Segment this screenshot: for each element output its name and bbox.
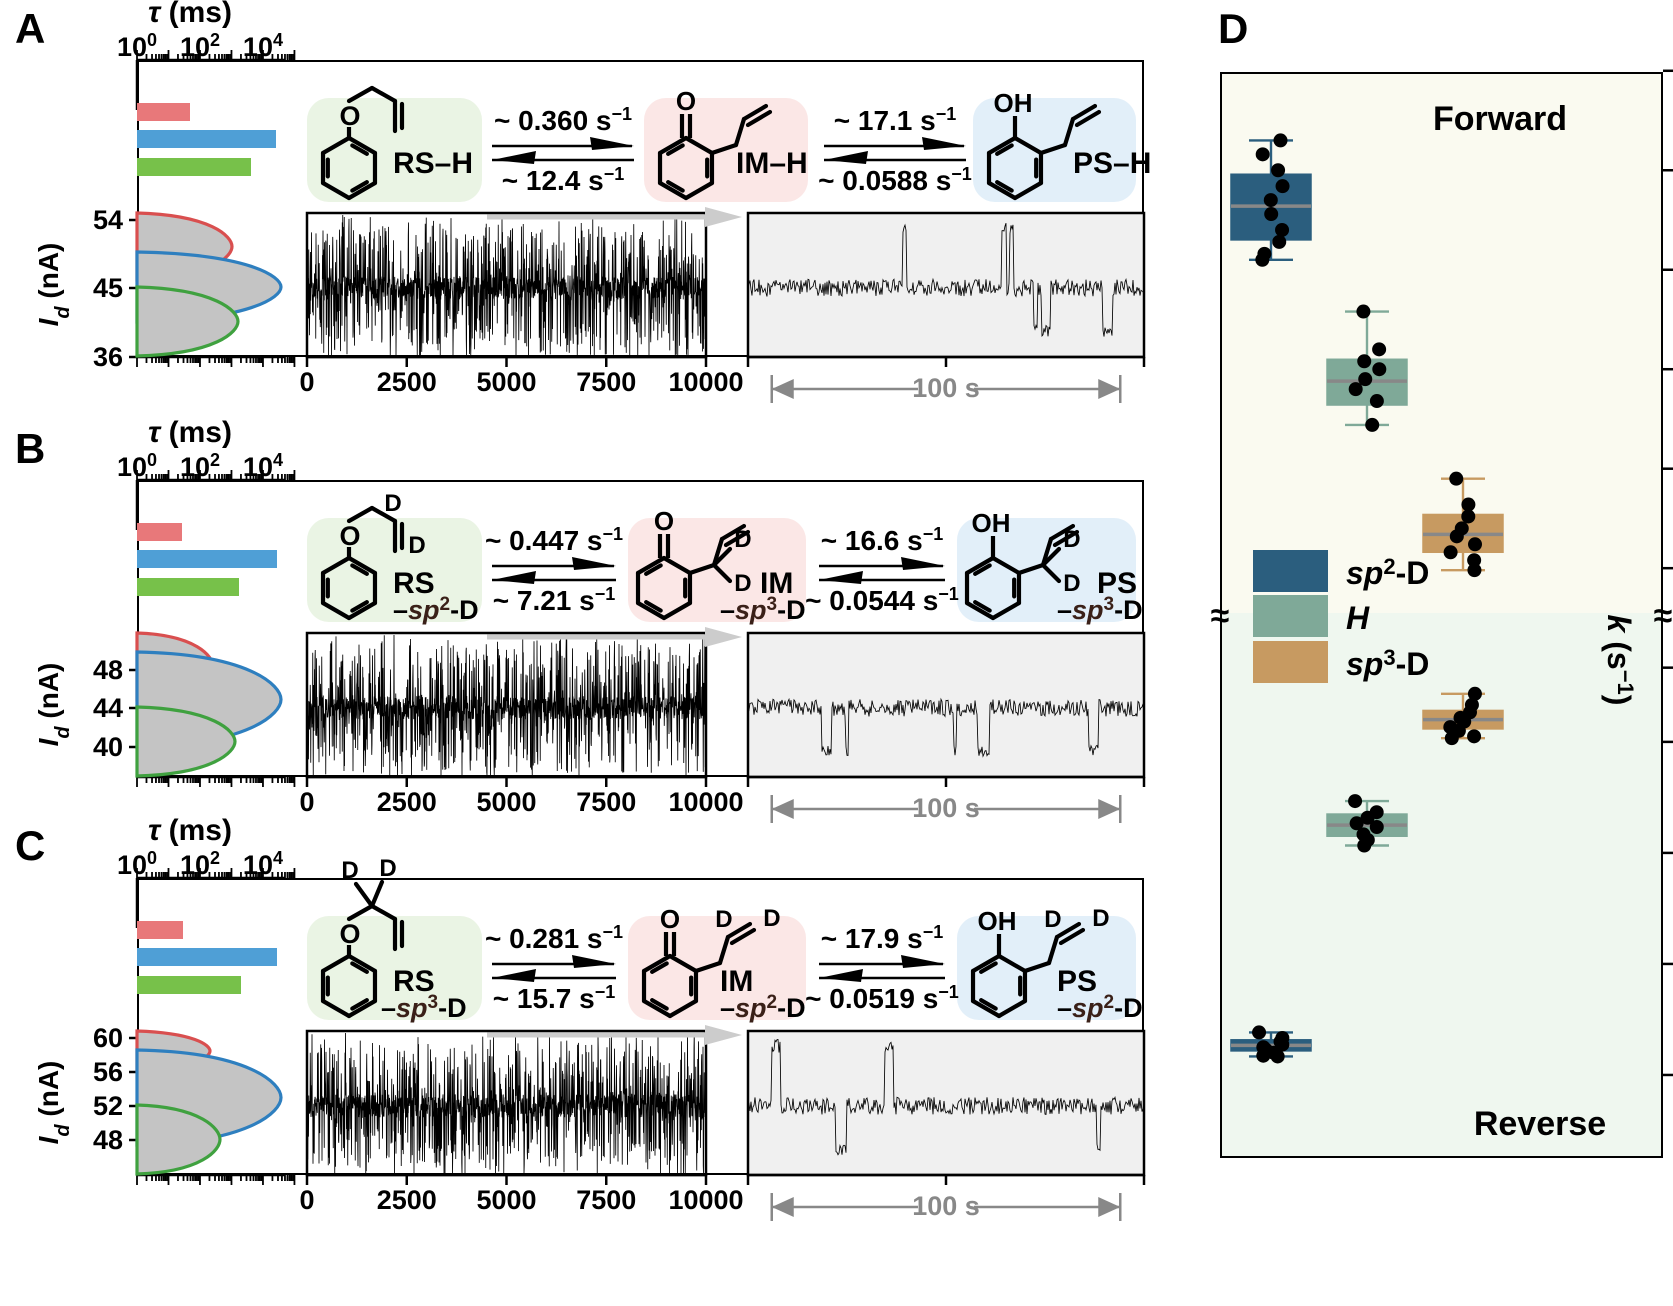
svg-text:sp3-D: sp3-D xyxy=(1346,645,1429,682)
svg-text:Reverse: Reverse xyxy=(1474,1105,1606,1143)
svg-text:≈: ≈ xyxy=(1654,597,1673,635)
svg-text:≈: ≈ xyxy=(1211,597,1230,635)
svg-text:sp2-D: sp2-D xyxy=(1346,554,1429,591)
svg-text:H: H xyxy=(1346,600,1370,636)
svg-text:k (s−1): k (s−1) xyxy=(1601,615,1638,706)
svg-text:Forward: Forward xyxy=(1433,100,1567,138)
